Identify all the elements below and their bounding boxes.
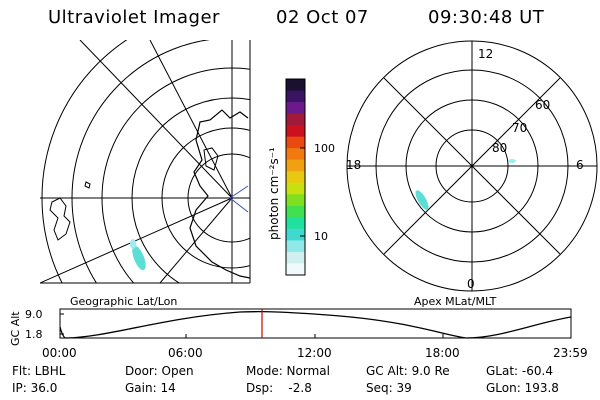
polar-aurora-blob	[508, 159, 516, 163]
date-label: 02 Oct 07	[276, 7, 369, 28]
subsat-mark	[229, 185, 249, 199]
mlt-label-6: 6	[576, 158, 584, 172]
gc-alt-label: GC Alt: 9.0 Re	[366, 364, 450, 378]
colorbar-cell	[286, 148, 305, 161]
glat-label: GLat: -60.4	[486, 364, 553, 378]
colorbar-cells	[286, 79, 305, 276]
colorbar-cell	[286, 79, 305, 92]
colorbar-frame	[285, 78, 306, 276]
colorbar-cell	[286, 159, 305, 172]
colorbar-cell	[286, 263, 305, 276]
altitude-frame	[59, 308, 572, 339]
altitude-curve	[59, 310, 572, 339]
colorbar-cell	[286, 228, 305, 241]
geographic-map	[40, 40, 250, 283]
colorbar-cell	[286, 90, 305, 103]
island-outline	[84, 181, 91, 189]
geo-aurora-blob	[132, 245, 146, 271]
polar-map	[346, 40, 598, 292]
polar-labels: 12 18 6 0 60 70 80	[346, 47, 584, 291]
altitude-plot: 9.0 1.8 GC Alt 00:00 06:00 12:00 18:00 2…	[9, 308, 588, 360]
colorbar-cell	[286, 125, 305, 138]
colorbar-cell	[286, 171, 305, 184]
alt-ylabel: GC Alt	[9, 311, 22, 346]
colorbar-cell	[286, 182, 305, 195]
time-label-1200: 12:00	[297, 346, 332, 360]
time-label-0600: 06:00	[168, 346, 203, 360]
colorbar-cell	[286, 113, 305, 126]
colorbar-cell	[286, 194, 305, 207]
filter-label: Flt: LBHL	[12, 364, 66, 378]
colorbar-cell	[286, 102, 305, 115]
antarctica-coast	[189, 109, 250, 279]
mlt-label-0: 0	[467, 277, 475, 291]
mode-label: Mode: Normal	[246, 364, 330, 378]
time-label: 09:30:48 UT	[428, 7, 545, 28]
colorbar-cell	[286, 217, 305, 230]
colorbar-unit-label: photon cm⁻²s⁻¹	[267, 147, 281, 240]
geo-map-label: Geographic Lat/Lon	[70, 295, 177, 308]
colorbar-cell	[286, 136, 305, 149]
seq-label: Seq: 39	[366, 381, 412, 395]
colorbar-cell	[286, 251, 305, 264]
lat-label-70: 70	[512, 121, 527, 135]
glon-label: GLon: 193.8	[486, 381, 559, 395]
new-zealand-outline	[49, 197, 71, 241]
polar-mlt-line	[383, 77, 561, 255]
geo-meridian-line	[149, 40, 233, 199]
mlt-label-12: 12	[478, 47, 493, 61]
instrument-title: Ultraviolet Imager	[48, 7, 220, 28]
gain-label: Gain: 14	[125, 381, 176, 395]
geo-meridian-line	[40, 197, 233, 283]
colorbar-tick-10: 10	[314, 230, 328, 243]
dsp-label: Dsp: -2.8	[246, 381, 312, 395]
geo-meridian-line	[159, 197, 233, 283]
colorbar-cell	[286, 240, 305, 253]
lat-label-60: 60	[535, 98, 550, 112]
lat-label-80: 80	[492, 141, 507, 155]
geo-aurora-blob	[130, 239, 136, 249]
subsat-mark	[229, 197, 249, 213]
time-label-2359: 23:59	[553, 346, 588, 360]
colorbar-tick-100: 100	[314, 142, 335, 155]
mlt-label-18: 18	[346, 158, 361, 172]
alt-tick-9: 9.0	[25, 308, 43, 321]
colorbar-cell	[286, 205, 305, 218]
polar-map-label: Apex MLat/MLT	[414, 295, 497, 308]
ice-shelf-outline	[203, 147, 219, 171]
colorbar: 100 10 photon cm⁻²s⁻¹	[267, 78, 335, 276]
polar-aurora-blob	[415, 190, 429, 210]
ip-label: IP: 36.0	[12, 381, 58, 395]
time-label-0000: 00:00	[42, 346, 77, 360]
door-label: Door: Open	[125, 364, 194, 378]
geo-meridian-line	[79, 40, 233, 199]
alt-tick-1-8: 1.8	[25, 328, 43, 341]
time-label-1800: 18:00	[425, 346, 460, 360]
